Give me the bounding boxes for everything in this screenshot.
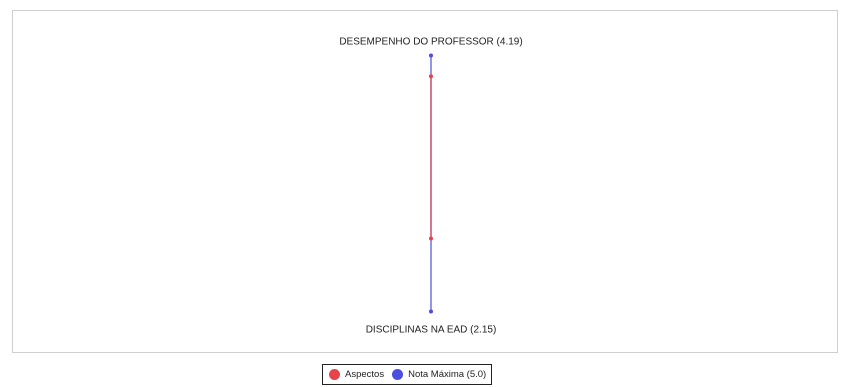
chart-container: DESEMPENHO DO PROFESSOR (4.19) DISCIPLINA… — [12, 10, 838, 353]
series-1-point-1 — [429, 309, 433, 314]
radar-chart: DESEMPENHO DO PROFESSOR (4.19) DISCIPLINA… — [339, 37, 522, 336]
legend-swatch-aspectos — [329, 369, 340, 380]
legend-item-aspectos[interactable]: Aspectos — [329, 369, 384, 380]
axis-label-0: DESEMPENHO DO PROFESSOR (4.19) — [339, 37, 522, 48]
series-layer — [429, 53, 433, 314]
series-0-point-1 — [429, 236, 433, 241]
axis-label-1: DISCIPLINAS NA EAD (2.15) — [366, 325, 497, 336]
series-0-point-0 — [429, 74, 433, 79]
legend-swatch-nota-maxima — [392, 369, 404, 380]
legend-label-aspectos: Aspectos — [345, 369, 385, 380]
legend-label-nota-maxima: Nota Máxima (5.0) — [408, 369, 487, 380]
legend-item-nota-maxima[interactable]: Nota Máxima (5.0) — [392, 369, 486, 380]
labels-layer: DESEMPENHO DO PROFESSOR (4.19) DISCIPLINA… — [339, 37, 522, 336]
series-1-point-0 — [429, 53, 433, 58]
chart-legend: Aspectos Nota Máxima (5.0) — [322, 364, 493, 385]
